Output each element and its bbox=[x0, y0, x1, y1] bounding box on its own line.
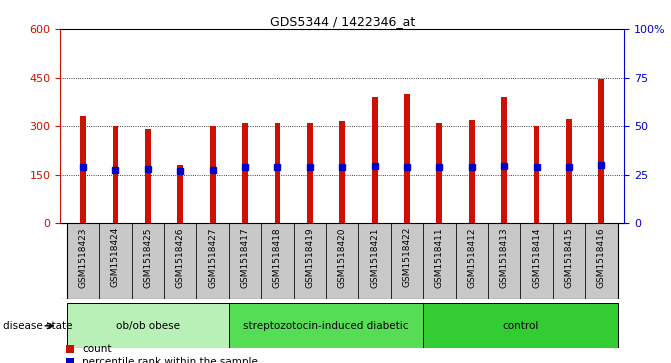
Bar bbox=[307, 123, 313, 223]
Bar bbox=[326, 223, 358, 299]
Bar bbox=[210, 126, 215, 223]
Bar bbox=[599, 79, 605, 223]
Text: GSM1518416: GSM1518416 bbox=[597, 227, 606, 288]
Text: GSM1518424: GSM1518424 bbox=[111, 227, 120, 287]
Text: ob/ob obese: ob/ob obese bbox=[116, 321, 180, 331]
Bar bbox=[177, 165, 183, 223]
Bar bbox=[533, 126, 539, 223]
Bar bbox=[566, 119, 572, 223]
Bar bbox=[197, 223, 229, 299]
Bar bbox=[553, 223, 585, 299]
Text: GSM1518417: GSM1518417 bbox=[240, 227, 250, 288]
Bar bbox=[456, 223, 488, 299]
Text: GSM1518412: GSM1518412 bbox=[467, 227, 476, 287]
Text: GSM1518414: GSM1518414 bbox=[532, 227, 541, 287]
Bar bbox=[372, 97, 378, 223]
Bar bbox=[229, 223, 261, 299]
Text: GSM1518411: GSM1518411 bbox=[435, 227, 444, 288]
Bar bbox=[423, 223, 456, 299]
Text: GSM1518413: GSM1518413 bbox=[500, 227, 509, 288]
Bar bbox=[145, 129, 151, 223]
Text: GSM1518425: GSM1518425 bbox=[144, 227, 152, 287]
Bar bbox=[261, 223, 294, 299]
Title: GDS5344 / 1422346_at: GDS5344 / 1422346_at bbox=[270, 15, 415, 28]
Legend: count, percentile rank within the sample: count, percentile rank within the sample bbox=[66, 344, 258, 363]
Bar bbox=[501, 97, 507, 223]
Bar bbox=[488, 223, 521, 299]
Bar bbox=[242, 123, 248, 223]
Bar bbox=[340, 121, 345, 223]
Text: GSM1518421: GSM1518421 bbox=[370, 227, 379, 287]
Text: GSM1518427: GSM1518427 bbox=[208, 227, 217, 287]
Text: streptozotocin-induced diabetic: streptozotocin-induced diabetic bbox=[244, 321, 409, 331]
Bar bbox=[391, 223, 423, 299]
Text: control: control bbox=[502, 321, 539, 331]
Text: GSM1518426: GSM1518426 bbox=[176, 227, 185, 287]
Bar bbox=[436, 123, 442, 223]
Bar bbox=[80, 117, 86, 223]
Bar bbox=[67, 223, 99, 299]
Text: GSM1518422: GSM1518422 bbox=[403, 227, 411, 287]
Text: GSM1518415: GSM1518415 bbox=[564, 227, 574, 288]
Text: GSM1518423: GSM1518423 bbox=[79, 227, 87, 287]
Bar bbox=[99, 223, 132, 299]
Bar bbox=[113, 126, 118, 223]
Bar bbox=[229, 303, 423, 348]
Bar bbox=[521, 223, 553, 299]
Bar bbox=[404, 94, 410, 223]
Bar bbox=[469, 120, 474, 223]
Bar bbox=[294, 223, 326, 299]
Text: disease state: disease state bbox=[3, 321, 73, 331]
Text: GSM1518418: GSM1518418 bbox=[273, 227, 282, 288]
Bar bbox=[164, 223, 197, 299]
Bar bbox=[132, 223, 164, 299]
Text: GSM1518419: GSM1518419 bbox=[305, 227, 314, 288]
Bar bbox=[585, 223, 617, 299]
Bar bbox=[423, 303, 617, 348]
Text: GSM1518420: GSM1518420 bbox=[338, 227, 347, 287]
Bar bbox=[358, 223, 391, 299]
Bar bbox=[67, 303, 229, 348]
Bar bbox=[274, 123, 280, 223]
